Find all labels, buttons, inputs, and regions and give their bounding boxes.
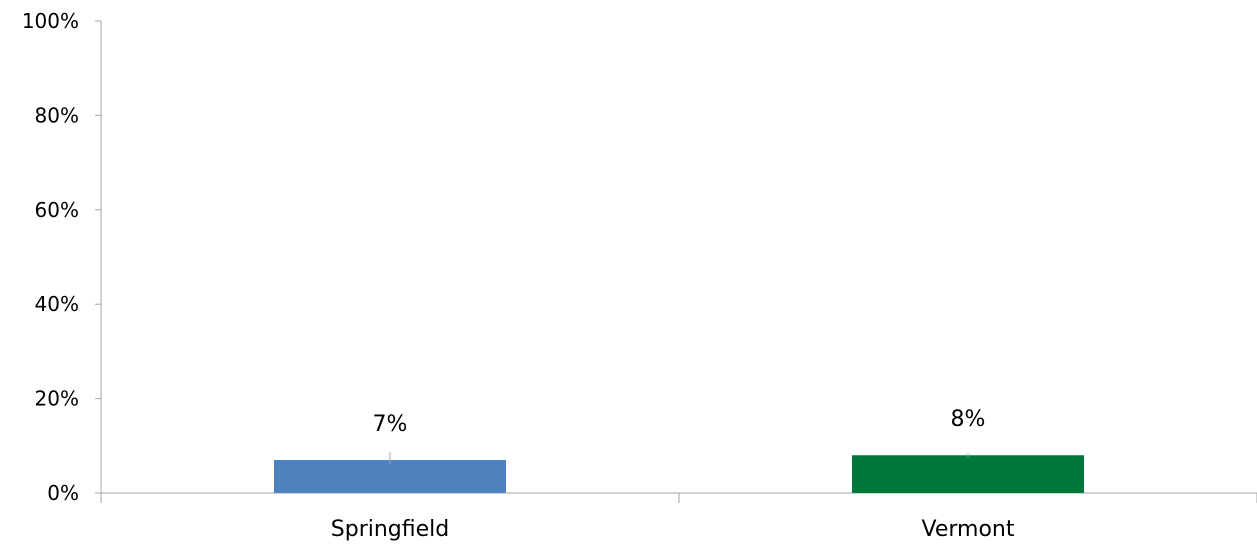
x-category-label: Springfield — [331, 517, 449, 542]
bars — [274, 452, 1084, 493]
y-tick-label: 0% — [47, 481, 79, 505]
data-labels: 7% 8% — [373, 407, 986, 437]
bar-vermont — [852, 455, 1084, 493]
y-axis: 0% 20% 40% 60% 80% 100% — [22, 9, 102, 505]
y-tick-label: 100% — [22, 9, 79, 33]
data-label-vermont: 8% — [951, 407, 986, 432]
x-axis: Springfield Vermont — [100, 492, 1257, 542]
y-tick-label: 20% — [35, 387, 79, 411]
y-tick-label: 40% — [35, 292, 79, 316]
data-label-springfield: 7% — [373, 412, 408, 437]
y-tick-label: 80% — [35, 103, 79, 127]
x-category-label: Vermont — [922, 517, 1015, 542]
y-tick-label: 60% — [35, 198, 79, 222]
bar-springfield — [274, 459, 506, 493]
